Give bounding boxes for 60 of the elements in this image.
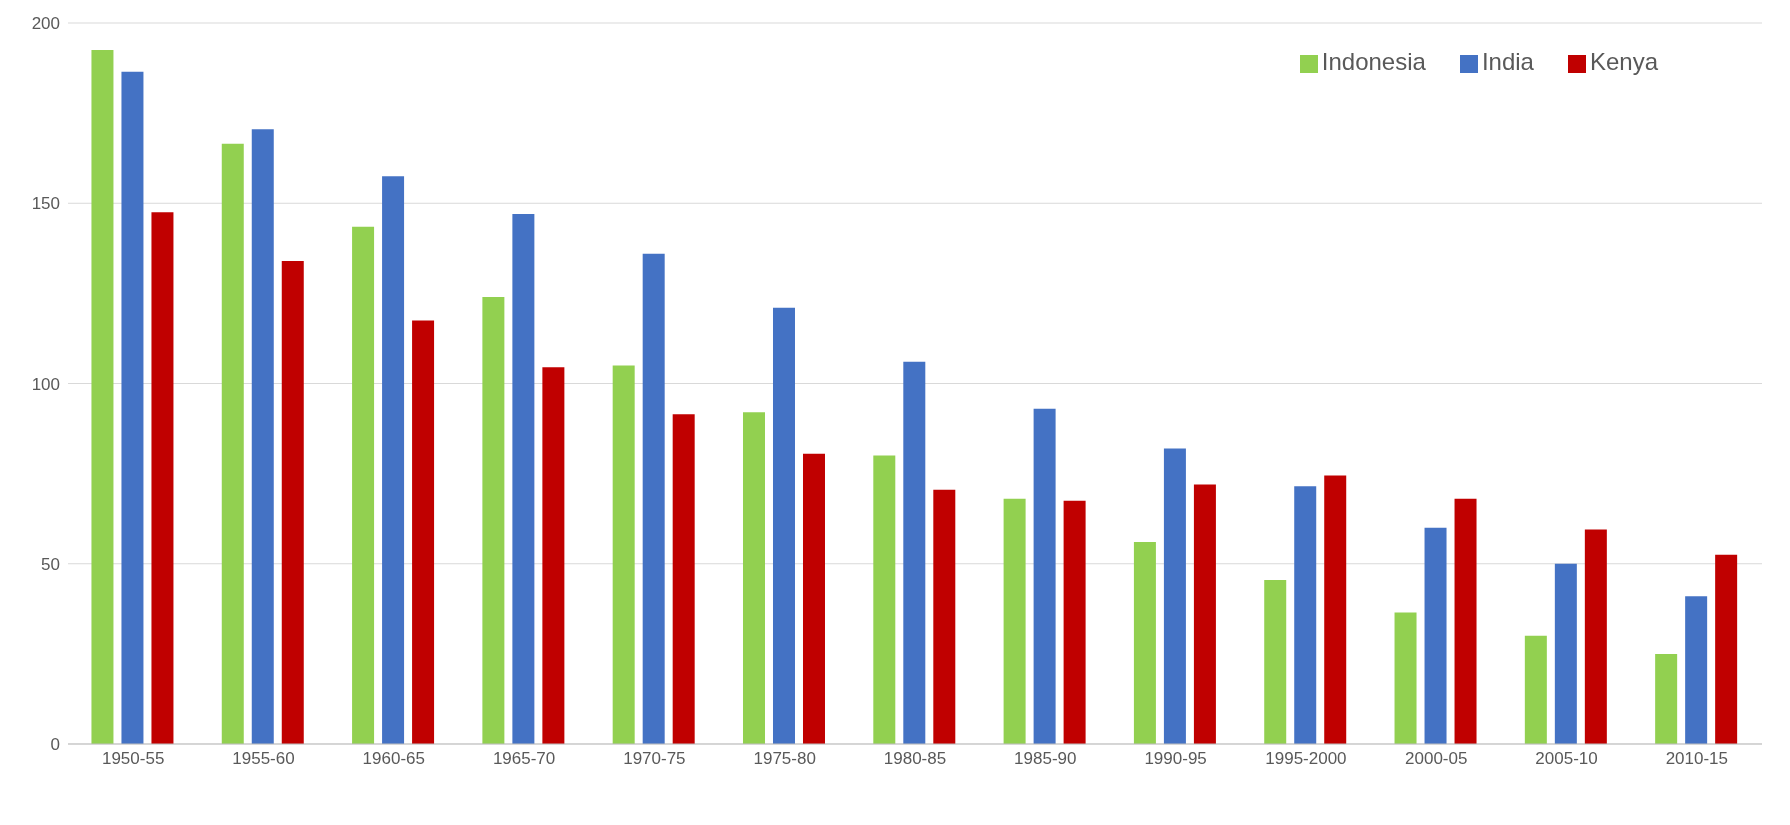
bar [612, 365, 635, 744]
bar [1294, 486, 1317, 744]
bar [802, 453, 825, 744]
legend-label: Kenya [1589, 48, 1658, 75]
bar [1715, 554, 1738, 744]
bar [1033, 408, 1056, 744]
bar [1454, 498, 1477, 744]
bar [772, 307, 795, 744]
bar [903, 361, 926, 744]
bar [1424, 527, 1447, 744]
bar [281, 260, 304, 744]
bar [1003, 498, 1026, 744]
bar [1394, 612, 1417, 744]
x-tick-label: 1995-2000 [1265, 749, 1347, 769]
x-tick-label: 1950-55 [101, 749, 165, 769]
bar [221, 143, 244, 744]
bar [412, 320, 435, 744]
bar [482, 296, 505, 744]
bar [1324, 475, 1347, 744]
bar [1584, 529, 1607, 744]
bar [352, 226, 375, 744]
bar [512, 214, 535, 744]
bar [1264, 579, 1287, 744]
bar [1063, 500, 1086, 744]
bar [151, 212, 174, 744]
x-tick-label: 2010-15 [1665, 749, 1729, 769]
bar [251, 129, 274, 744]
bar [1193, 484, 1216, 744]
y-tick-label: 0 [50, 735, 60, 755]
bar [542, 367, 565, 744]
x-tick-label: 1955-60 [232, 749, 295, 769]
legend-label: India [1481, 48, 1534, 75]
bar [121, 71, 144, 744]
bar [91, 50, 114, 744]
y-tick-label: 200 [31, 14, 60, 34]
bar [1655, 653, 1678, 744]
bar [1163, 448, 1186, 744]
bar [1133, 542, 1156, 744]
bar [382, 176, 405, 744]
y-tick-label: 50 [41, 554, 60, 574]
x-tick-label: 1980-85 [883, 749, 947, 769]
x-tick-label: 1960-65 [362, 749, 425, 769]
x-tick-label: 1965-70 [492, 749, 556, 769]
bar [933, 489, 956, 744]
bar [742, 412, 765, 744]
bar [1524, 635, 1547, 744]
bar [1554, 563, 1577, 744]
bar [672, 414, 695, 744]
bar [1685, 596, 1708, 744]
x-tick-label: 1975-80 [753, 749, 816, 769]
legend-label: Indonesia [1321, 48, 1426, 75]
bar [642, 253, 665, 744]
x-tick-label: 1990-95 [1144, 749, 1207, 769]
x-tick-label: 2000-05 [1405, 749, 1468, 769]
x-tick-label: 1985-90 [1014, 749, 1077, 769]
y-tick-label: 150 [31, 194, 60, 214]
y-tick-label: 100 [31, 374, 60, 394]
bar [873, 455, 896, 744]
x-tick-label: 1970-75 [623, 749, 686, 769]
x-tick-label: 2005-10 [1535, 749, 1598, 769]
